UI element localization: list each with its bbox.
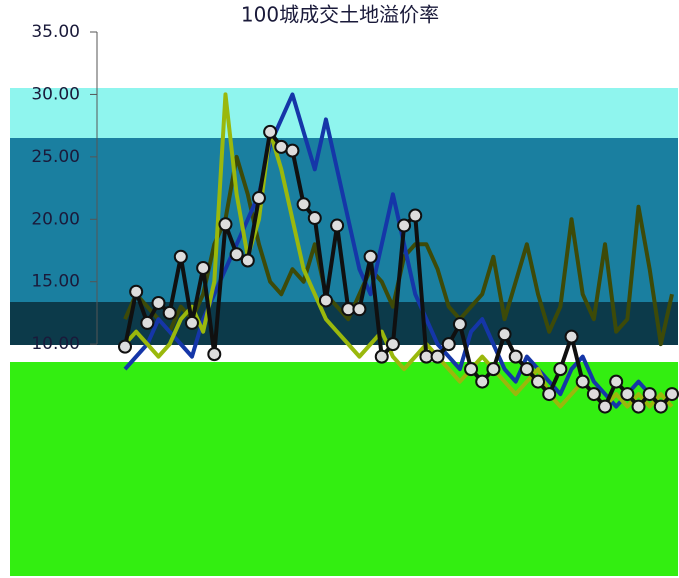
point-marker xyxy=(385,337,400,352)
point-marker xyxy=(162,305,177,320)
point-marker xyxy=(207,347,222,362)
point-marker xyxy=(196,260,211,275)
point-marker xyxy=(296,197,311,212)
point-marker xyxy=(609,374,624,389)
point-marker xyxy=(631,399,646,414)
point-marker xyxy=(151,295,166,310)
point-marker xyxy=(575,374,590,389)
point-marker xyxy=(318,293,333,308)
point-marker xyxy=(218,217,233,232)
point-marker xyxy=(352,302,367,317)
point-marker xyxy=(307,211,322,226)
point-marker xyxy=(586,387,601,402)
point-marker xyxy=(330,218,345,233)
y-tick-label: 15.00 xyxy=(31,272,80,292)
point-marker xyxy=(363,249,378,264)
point-marker xyxy=(464,362,479,377)
point-marker xyxy=(140,315,155,330)
series-line xyxy=(123,129,674,409)
point-marker xyxy=(240,253,255,268)
point-marker xyxy=(531,374,546,389)
y-tick-label: 35.00 xyxy=(31,22,80,42)
point-marker xyxy=(653,399,668,414)
point-marker xyxy=(374,349,389,364)
y-tick-label: 30.00 xyxy=(31,84,80,104)
point-marker xyxy=(553,362,568,377)
point-marker xyxy=(285,143,300,158)
point-marker xyxy=(184,315,199,330)
point-marker xyxy=(475,374,490,389)
point-marker xyxy=(564,329,579,344)
point-marker xyxy=(397,218,412,233)
series-line xyxy=(123,92,674,409)
point-marker xyxy=(620,387,635,402)
point-marker xyxy=(173,249,188,264)
point-marker xyxy=(519,362,534,377)
y-tick-label: 10.00 xyxy=(31,334,80,354)
point-marker xyxy=(129,284,144,299)
point-marker xyxy=(542,387,557,402)
y-tick-label: 20.00 xyxy=(31,209,80,229)
point-marker xyxy=(497,327,512,342)
point-marker xyxy=(251,191,266,206)
glitch-band xyxy=(10,362,678,576)
point-marker xyxy=(118,339,132,354)
point-marker xyxy=(430,349,445,364)
y-tick-label: 25.00 xyxy=(31,147,80,167)
glitch-band xyxy=(10,88,678,138)
point-marker xyxy=(486,362,501,377)
point-marker xyxy=(665,387,679,402)
point-marker xyxy=(441,337,456,352)
chart-title: 100城成交土地溢价率 xyxy=(241,3,439,27)
point-marker xyxy=(229,247,244,262)
point-marker xyxy=(452,317,467,332)
point-marker xyxy=(408,208,423,223)
point-marker xyxy=(598,399,613,414)
point-marker xyxy=(508,349,523,364)
point-marker xyxy=(263,124,278,139)
point-marker xyxy=(642,387,657,402)
